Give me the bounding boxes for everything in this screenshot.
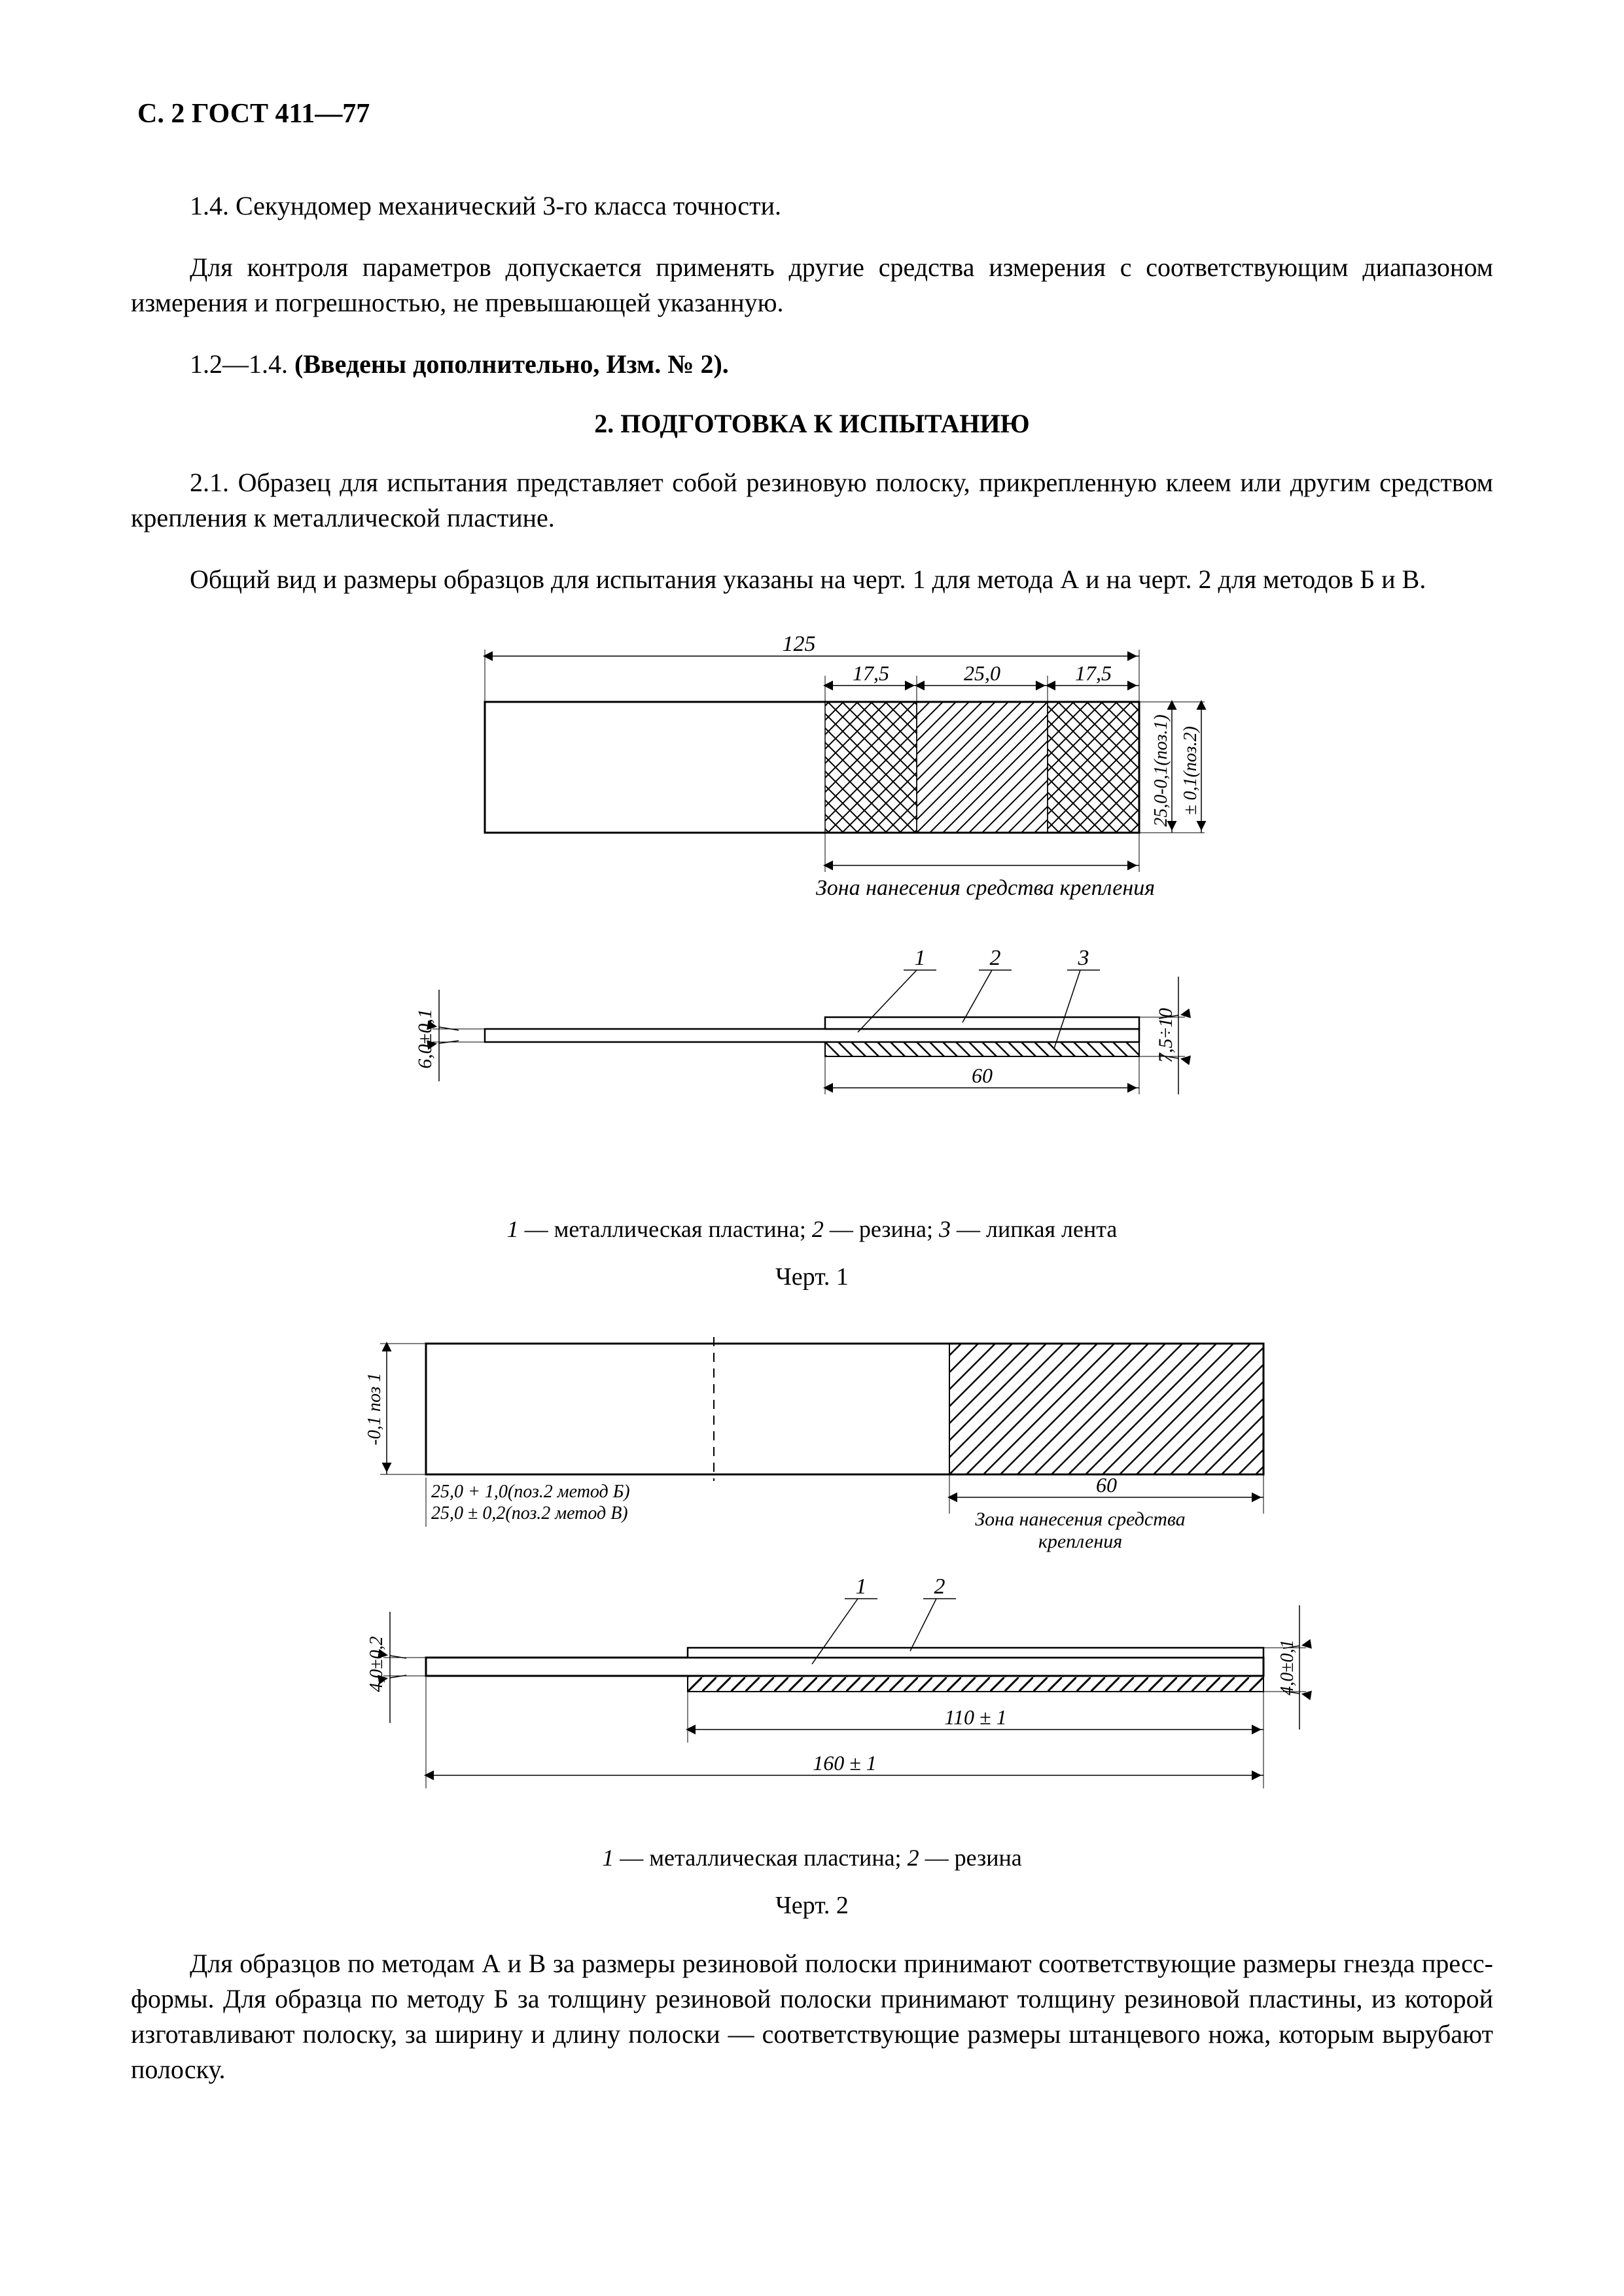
dim-7-5-10: 7,5÷10	[1155, 1008, 1176, 1063]
dim-160: 160 ± 1	[813, 1751, 877, 1775]
para-last: Для образцов по методам А и В за размеры…	[131, 1946, 1493, 2087]
callout-2: 2	[990, 946, 1001, 970]
figure-1-caption: Черт. 1	[131, 1262, 1493, 1291]
figure-1-legend: 1 — металлическая пластина; 2 — резина; …	[131, 1215, 1493, 1243]
callout-1: 1	[915, 946, 926, 970]
note2: 25,0 ± 0,2(поз.2 метод В)	[431, 1503, 628, 1523]
para-bold: (Введены дополнительно, Изм. № 2).	[294, 349, 729, 379]
para-1-4b: Для контроля параметров допускается прим…	[131, 250, 1493, 321]
callout-3: 3	[1078, 946, 1089, 970]
zone2a: Зона нанесения средства	[975, 1508, 1185, 1530]
para-2-1a: 2.1. Образец для испытания представляет …	[131, 465, 1493, 536]
dim-17-5a: 17,5	[853, 661, 889, 685]
page: С. 2 ГОСТ 411—77 1.4. Секундомер механич…	[0, 0, 1624, 2296]
fig2-side-view: 1 2 4,0±0,2 4,0±0,1 1	[366, 1574, 1306, 1788]
fig1-side-view: 6,0±0,1 7,5÷10 1 2 3	[414, 946, 1185, 1094]
para-2-1b: Общий вид и размеры образцов для испытан…	[131, 562, 1493, 597]
note1: 25,0 + 1,0(поз.2 метод Б)	[431, 1482, 630, 1502]
figure-2-legend: 1 — металлическая пластина; 2 — резина	[131, 1844, 1493, 1871]
callout2-2: 2	[934, 1574, 945, 1599]
dim-4-01: 4,0±0,1	[1277, 1639, 1297, 1695]
fig2-top-view: -0,1 поз 1 25,0 + 1,0(поз.2 метод Б) 25,…	[364, 1337, 1263, 1552]
figure-1: 125 17,5 25,0 17,5 25,0-0,1(поз.1) ± 0,1…	[131, 623, 1493, 1291]
dim-60: 60	[972, 1064, 993, 1087]
dim-110: 110 ± 1	[944, 1705, 1006, 1729]
figure-2: -0,1 поз 1 25,0 + 1,0(поз.2 метод Б) 25,…	[131, 1317, 1493, 1920]
figure-2-caption: Черт. 2	[131, 1891, 1493, 1920]
callout2-1: 1	[856, 1574, 867, 1599]
figure-1-svg: 125 17,5 25,0 17,5 25,0-0,1(поз.1) ± 0,1…	[289, 623, 1335, 1199]
zone-label: Зона нанесения средства крепления	[816, 876, 1155, 900]
dim-top-left: -0,1 поз 1	[364, 1373, 385, 1446]
para-prefix: 1.2—1.4.	[190, 349, 294, 379]
dim-right2: ± 0,1(поз.2)	[1180, 726, 1201, 815]
para-1-4: 1.4. Секундомер механический 3-го класса…	[131, 188, 1493, 224]
section-2-title: 2. ПОДГОТОВКА К ИСПЫТАНИЮ	[131, 408, 1493, 439]
page-header: С. 2 ГОСТ 411—77	[137, 98, 1493, 130]
zone2b: крепления	[1038, 1531, 1122, 1552]
dim-right1: 25,0-0,1(поз.1)	[1151, 714, 1171, 827]
fig1-top-view: 125 17,5 25,0 17,5 25,0-0,1(поз.1) ± 0,1…	[485, 632, 1205, 900]
dim-4-02: 4,0±0,2	[366, 1636, 387, 1692]
dim-6: 6,0±0,1	[414, 1009, 436, 1068]
dim-25: 25,0	[964, 661, 1000, 685]
dim-17-5b: 17,5	[1075, 661, 1112, 685]
para-1-2-1-4: 1.2—1.4. (Введены дополнительно, Изм. № …	[131, 347, 1493, 382]
dim-60b: 60	[1096, 1473, 1117, 1497]
dim-125: 125	[783, 632, 816, 656]
figure-2-svg: -0,1 поз 1 25,0 + 1,0(поз.2 метод Б) 25,…	[256, 1317, 1368, 1828]
